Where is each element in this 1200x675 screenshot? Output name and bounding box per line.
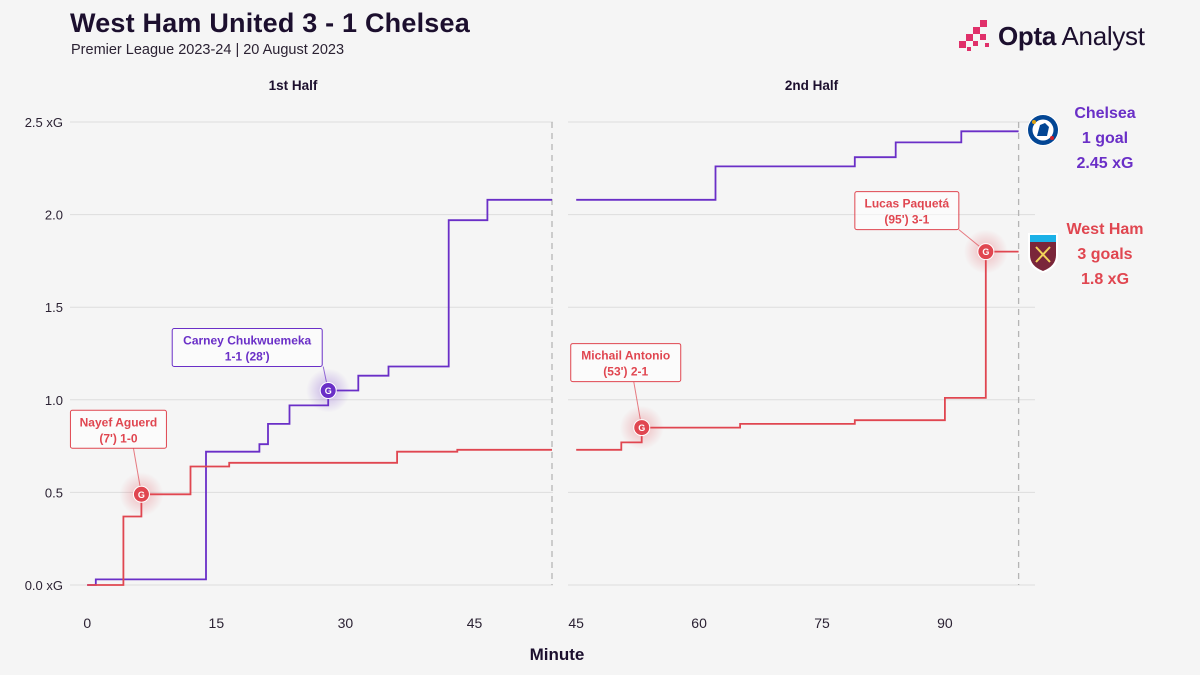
west-ham-xg-line — [87, 448, 552, 586]
goal-annotation-box — [854, 191, 960, 231]
x-tick-label: 90 — [937, 615, 953, 631]
y-tick-label: 1.0 — [45, 393, 63, 408]
chelsea-xg-line — [87, 198, 552, 586]
y-tick-label: 2.0 — [45, 208, 63, 223]
x-tick-label: 75 — [814, 615, 830, 631]
goal-time-label: (53') 2-1 — [603, 365, 648, 379]
x-tick-label: 15 — [209, 615, 225, 631]
team-name: West Ham — [1066, 221, 1143, 238]
goal-annotation-box — [69, 409, 167, 449]
x-tick-label: 0 — [83, 615, 91, 631]
west-ham-legend: West Ham 3 goals 1.8 xG — [1028, 221, 1144, 288]
goal-marker — [319, 382, 337, 400]
chart-title: West Ham United 3 - 1 Chelsea — [70, 8, 470, 38]
x-tick-label: 60 — [691, 615, 707, 631]
west-ham-xg-line — [576, 250, 1019, 451]
chelsea-crest-icon — [1027, 114, 1059, 146]
y-tick-label: 0.5 — [45, 485, 63, 500]
goal-annotation-box — [171, 328, 323, 368]
x-tick-label: 45 — [568, 615, 584, 631]
goal-marker — [132, 485, 150, 503]
team-name: Chelsea — [1074, 105, 1135, 122]
goal-marker-label: G — [638, 423, 645, 433]
team-goals: 1 goal — [1082, 130, 1128, 147]
panel-title: 1st Half — [269, 78, 318, 93]
team-xg-total: 2.45 xG — [1077, 155, 1134, 172]
goal-time-label: (7') 1-0 — [99, 431, 138, 445]
goal-marker-label: G — [325, 386, 332, 396]
goal-marker — [633, 419, 651, 437]
x-tick-label: 30 — [338, 615, 354, 631]
goal-scorer-label: Nayef Aguerd — [80, 415, 158, 429]
goal-scorer-label: Lucas Paquetá — [864, 197, 949, 211]
crest-lion — [1037, 123, 1049, 136]
first-half-panel: 1st Half 0 15 30 45 Nayef Aguerd (7') 1-0 G Carn… — [69, 78, 553, 631]
goal-time-label: (95') 3-1 — [884, 213, 929, 227]
second-half-panel: 2nd Half 45 60 75 90 Michail Antonio (53') 2-1… — [568, 78, 1035, 631]
goal-scorer-label: Michail Antonio — [581, 349, 670, 363]
goal-marker — [977, 243, 995, 261]
goal-time-label: 1-1 (28') — [225, 350, 270, 364]
west-ham-crest-icon — [1028, 233, 1058, 273]
brand-name: Opta Analyst — [998, 20, 1145, 51]
y-tick-label: 1.5 — [45, 300, 63, 315]
opta-logo-icon — [959, 20, 989, 51]
panel-title: 2nd Half — [785, 78, 839, 93]
team-goals: 3 goals — [1077, 246, 1132, 263]
chelsea-xg-line — [576, 130, 1019, 201]
goal-annotation-box — [570, 343, 682, 383]
goal-marker-label: G — [982, 247, 989, 257]
crest-band — [1030, 235, 1056, 242]
y-tick-label: 2.5 xG — [25, 115, 63, 130]
goal-scorer-label: Carney Chukwuemeka — [183, 334, 311, 348]
y-tick-label: 0.0 xG — [25, 578, 63, 593]
goal-marker-label: G — [138, 490, 145, 500]
opta-analyst-logo: Opta Analyst — [956, 18, 1145, 54]
x-tick-label: 45 — [467, 615, 483, 631]
crest-rose — [1050, 136, 1054, 140]
crest-hammer — [1035, 246, 1051, 263]
team-xg-total: 1.8 xG — [1081, 271, 1129, 288]
chelsea-legend: Chelsea 1 goal 2.45 xG — [1027, 105, 1136, 172]
chart-subtitle: Premier League 2023-24 | 20 August 2023 — [71, 42, 345, 58]
crest-rose — [1032, 120, 1036, 124]
x-axis-label: Minute — [530, 645, 585, 664]
